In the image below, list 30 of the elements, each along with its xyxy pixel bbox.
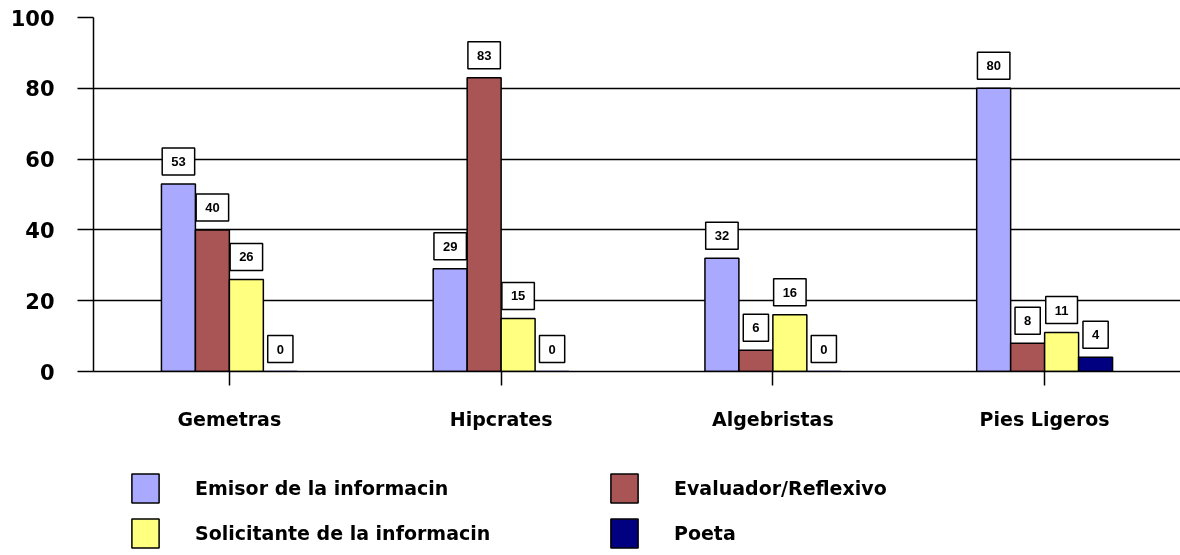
data-label: 80 [986, 58, 1001, 74]
data-label: 32 [714, 228, 730, 244]
data-label: 0 [276, 341, 284, 357]
data-label: 83 [476, 47, 492, 63]
data-label: 0 [820, 341, 828, 357]
data-label: 8 [1024, 313, 1032, 329]
y-tick-label: 20 [25, 289, 55, 314]
legend-label: Poeta [674, 522, 737, 544]
data-label: 4 [1091, 327, 1100, 343]
x-tick-label: Pies Ligeros [979, 407, 1110, 430]
legend-label: Solicitante de la informacin [195, 522, 492, 544]
data-label: 29 [442, 238, 458, 254]
data-label: 16 [782, 284, 798, 300]
data-label: 6 [752, 320, 760, 336]
y-tick-label: 100 [10, 6, 55, 31]
x-tick-label: Algebristas [712, 407, 834, 430]
data-label: 53 [171, 153, 186, 169]
legend-label: Evaluador/Reflexivo [674, 477, 888, 499]
data-label: 15 [510, 288, 526, 304]
data-label: 11 [1054, 302, 1069, 318]
data-label: 0 [548, 341, 556, 357]
data-label: 40 [205, 199, 220, 215]
y-tick-label: 60 [25, 148, 55, 173]
y-tick-label: 80 [25, 77, 55, 102]
x-tick-label: Gemetras [177, 407, 282, 430]
legend-label: Emisor de la informacin [195, 477, 450, 499]
y-tick-label: 0 [39, 360, 55, 385]
data-label: 26 [239, 249, 254, 265]
x-tick-label: Hipcrates [449, 407, 553, 430]
y-tick-label: 40 [25, 218, 55, 243]
